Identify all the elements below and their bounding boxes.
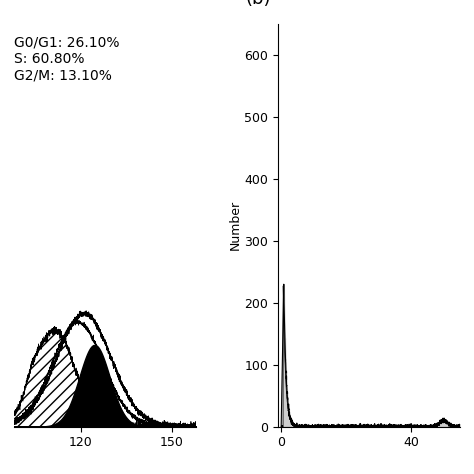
Y-axis label: Number: Number — [228, 200, 241, 250]
Text: G0/G1: 26.10%
S: 60.80%
G2/M: 13.10%: G0/G1: 26.10% S: 60.80% G2/M: 13.10% — [14, 36, 120, 82]
Text: (b): (b) — [245, 0, 271, 8]
